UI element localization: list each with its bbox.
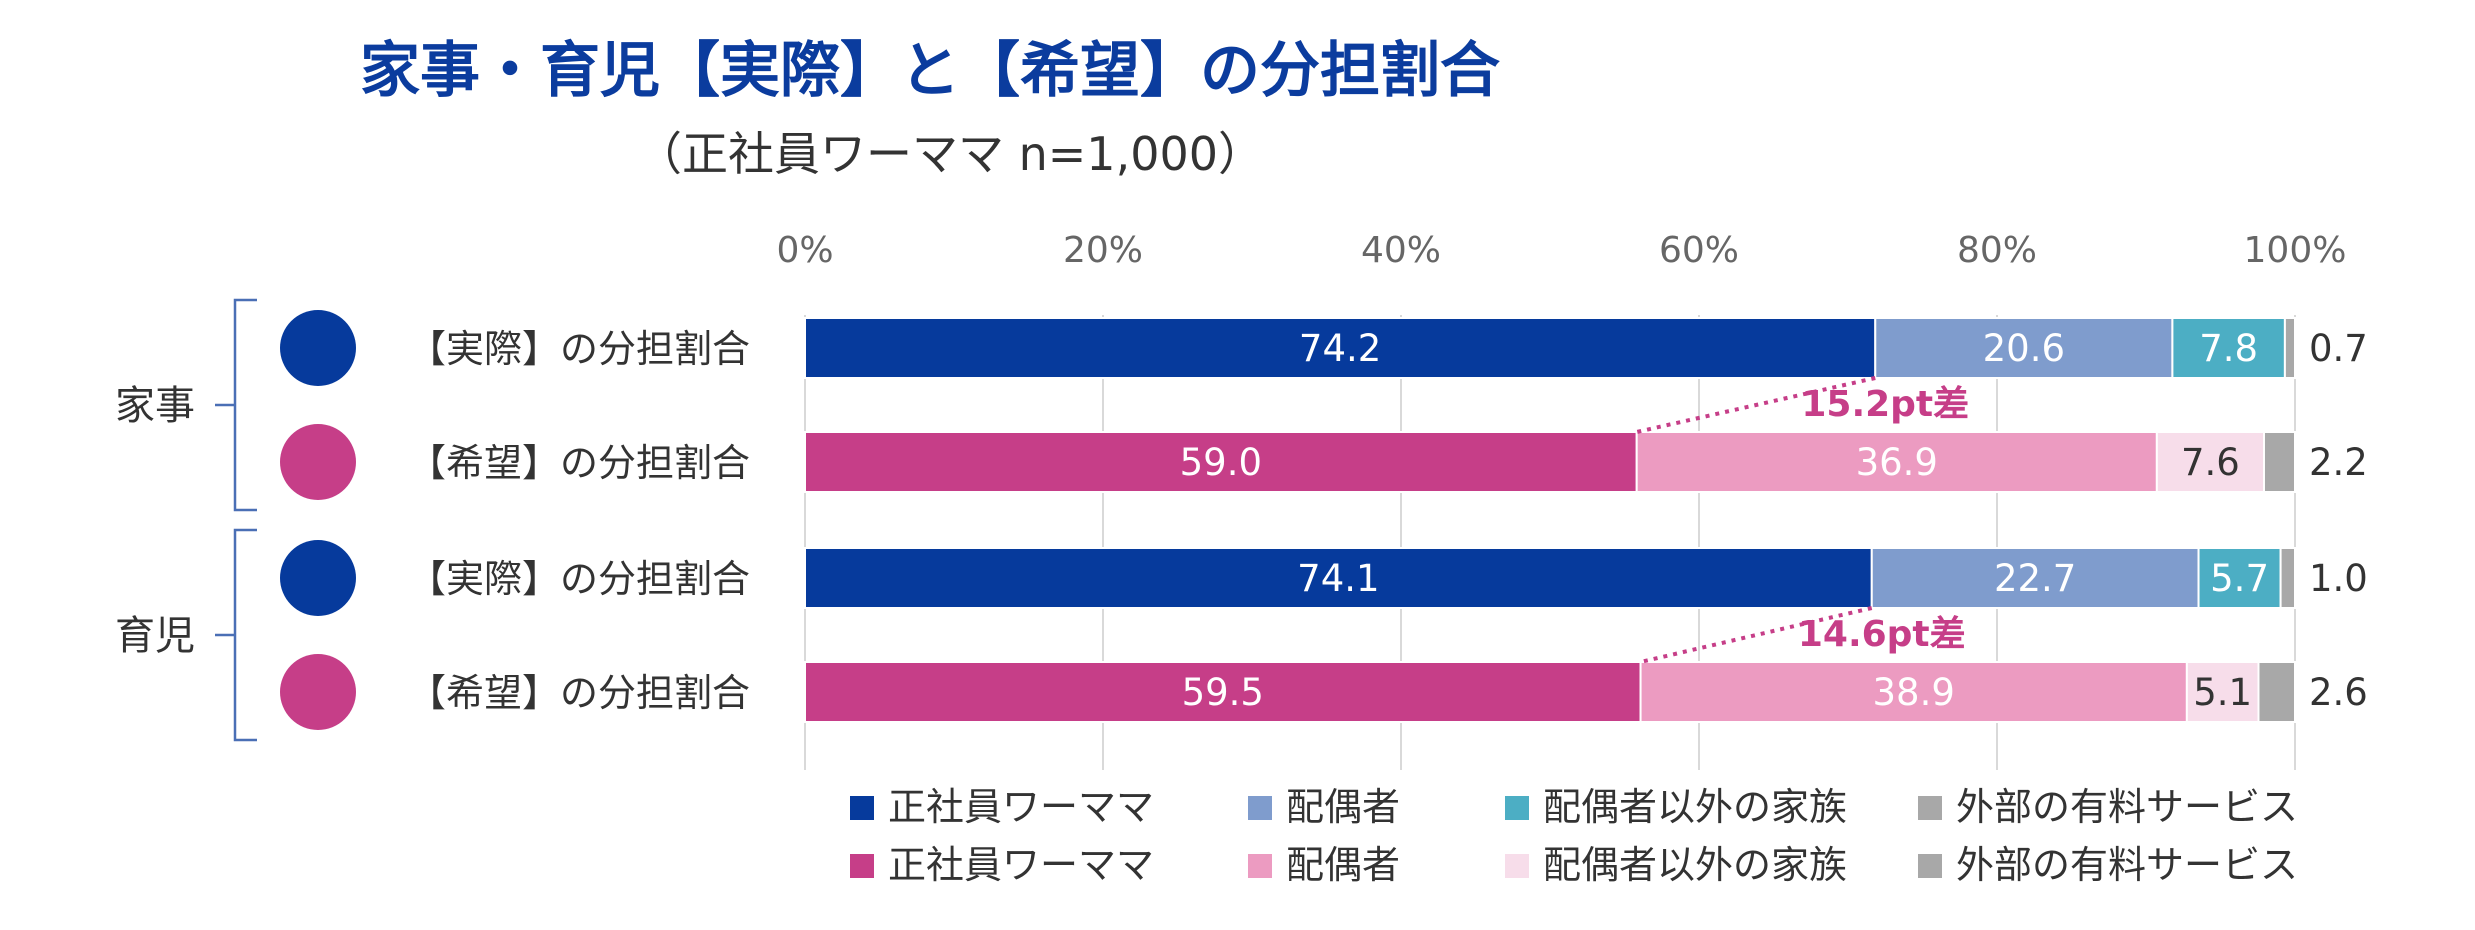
gap-label: 14.6pt差: [1798, 614, 1966, 655]
row-label: 【実際】の分担割合: [408, 327, 750, 371]
bar-segment: [804, 661, 1642, 723]
value-labels: 74.2 20.6 7.8 0.7 59.0 36.9 7.6 2.2 74.1 22.7 5.7 1…: [1180, 327, 2368, 714]
row-marker-dot: [280, 424, 356, 500]
data-label: 7.8: [2199, 327, 2258, 370]
data-label: 22.7: [1994, 557, 2076, 600]
bar-segment: [1639, 661, 2188, 723]
gap-label: 15.2pt差: [1801, 384, 1969, 425]
row-marker-dot: [280, 310, 356, 386]
legend-label: 正社員ワーママ: [888, 843, 1154, 887]
bar-segment: [2171, 317, 2286, 379]
data-label: 2.6: [2309, 671, 2368, 714]
legend-swatch: [1918, 796, 1942, 820]
x-tick-label: 20%: [1063, 230, 1143, 271]
gap-connector: [1636, 376, 1876, 434]
legend-swatch: [850, 854, 874, 878]
x-tick-label: 40%: [1361, 230, 1441, 271]
data-label: 2.2: [2309, 441, 2368, 484]
data-label: 74.1: [1297, 557, 1379, 600]
row-label: 【希望】の分担割合: [408, 441, 750, 485]
group-label: 家事: [115, 383, 195, 429]
group-bracket: [215, 528, 257, 742]
data-label: 38.9: [1873, 671, 1955, 714]
bar-segment: [804, 547, 1873, 609]
data-label: 7.6: [2181, 441, 2240, 484]
data-label: 5.7: [2210, 557, 2269, 600]
row-label: 【希望】の分担割合: [408, 671, 750, 715]
x-tick-label: 80%: [1957, 230, 2037, 271]
legend-label: 配偶者: [1286, 785, 1400, 829]
data-label: 1.0: [2309, 557, 2368, 600]
bar-segment: [2155, 431, 2265, 493]
data-label: 20.6: [1983, 327, 2065, 370]
x-tick-label: 100%: [2244, 230, 2347, 271]
row-marker-dot: [280, 540, 356, 616]
x-axis-ticks: 0% 20% 40% 60% 80% 100%: [776, 230, 2346, 271]
legend-label: 正社員ワーママ: [888, 785, 1154, 829]
chart-title: 家事・育児【実際】と【希望】の分担割合: [360, 36, 1500, 106]
data-label: 59.0: [1180, 441, 1262, 484]
chart-subtitle: （正社員ワーママ n=1,000）: [635, 127, 1264, 181]
gap-annotations: 15.2pt差 14.6pt差: [1636, 376, 1969, 664]
bar-segment: [2197, 547, 2282, 609]
bar-segment: [2262, 431, 2297, 493]
bar-segment: [1874, 317, 2174, 379]
legend-label: 外部の有料サービス: [1956, 785, 2298, 829]
data-label: 5.1: [2193, 671, 2252, 714]
data-label: 59.5: [1182, 671, 1264, 714]
x-tick-label: 0%: [776, 230, 833, 271]
group-label: 育児: [115, 613, 195, 659]
group-bracket: [215, 298, 257, 512]
data-label: 0.7: [2309, 327, 2368, 370]
legend-swatch: [1505, 854, 1529, 878]
bars: 【実際】の分担割合【希望】の分担割合【実際】の分担割合【希望】の分担割合: [280, 310, 2297, 730]
legend-swatch: [1505, 796, 1529, 820]
row-label: 【実際】の分担割合: [408, 557, 750, 601]
bar-segment: [2279, 547, 2296, 609]
legend-label: 配偶者以外の家族: [1543, 785, 1847, 829]
data-label: 36.9: [1856, 441, 1938, 484]
bar-segment: [2257, 661, 2297, 723]
legend-label: 外部の有料サービス: [1956, 843, 2298, 887]
legend-label: 配偶者: [1286, 843, 1400, 887]
bar-segment: [2283, 317, 2296, 379]
legend-swatch: [1248, 854, 1272, 878]
bar-segment: [804, 431, 1638, 493]
row-marker-dot: [280, 654, 356, 730]
legend-swatch: [1918, 854, 1942, 878]
data-label: 74.2: [1299, 327, 1381, 370]
x-tick-label: 60%: [1659, 230, 1739, 271]
legend-swatch: [850, 796, 874, 820]
bar-segment: [804, 317, 1877, 379]
legend-swatch: [1248, 796, 1272, 820]
legend-label: 配偶者以外の家族: [1543, 843, 1847, 887]
bar-segment: [1635, 431, 2158, 493]
